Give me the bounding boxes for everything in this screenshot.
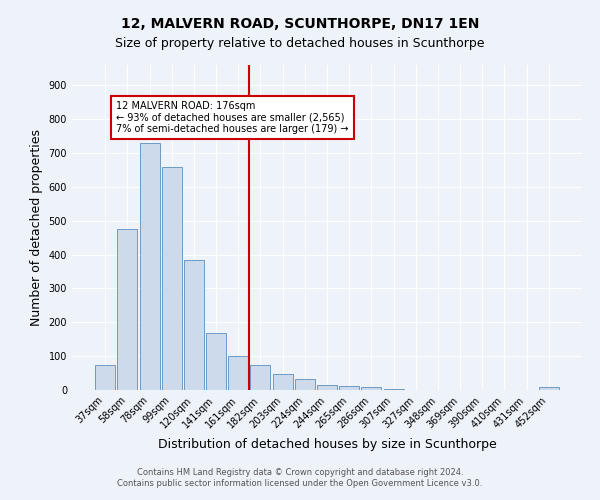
Bar — [206, 334, 226, 390]
Bar — [361, 388, 382, 390]
Text: 12 MALVERN ROAD: 176sqm
← 93% of detached houses are smaller (2,565)
7% of semi-: 12 MALVERN ROAD: 176sqm ← 93% of detache… — [116, 100, 349, 134]
Text: Contains HM Land Registry data © Crown copyright and database right 2024.
Contai: Contains HM Land Registry data © Crown c… — [118, 468, 482, 487]
Bar — [228, 356, 248, 390]
Bar — [383, 388, 404, 390]
Text: Size of property relative to detached houses in Scunthorpe: Size of property relative to detached ho… — [115, 38, 485, 51]
Bar — [184, 260, 204, 390]
Bar — [295, 379, 315, 390]
Bar — [317, 385, 337, 390]
Bar — [250, 364, 271, 390]
Y-axis label: Number of detached properties: Number of detached properties — [30, 129, 43, 326]
Bar — [118, 229, 137, 390]
Bar — [140, 143, 160, 390]
Bar — [339, 386, 359, 390]
Text: 12, MALVERN ROAD, SCUNTHORPE, DN17 1EN: 12, MALVERN ROAD, SCUNTHORPE, DN17 1EN — [121, 18, 479, 32]
Bar — [272, 374, 293, 390]
Bar — [95, 364, 115, 390]
Bar — [539, 388, 559, 390]
X-axis label: Distribution of detached houses by size in Scunthorpe: Distribution of detached houses by size … — [158, 438, 496, 451]
Bar — [162, 166, 182, 390]
